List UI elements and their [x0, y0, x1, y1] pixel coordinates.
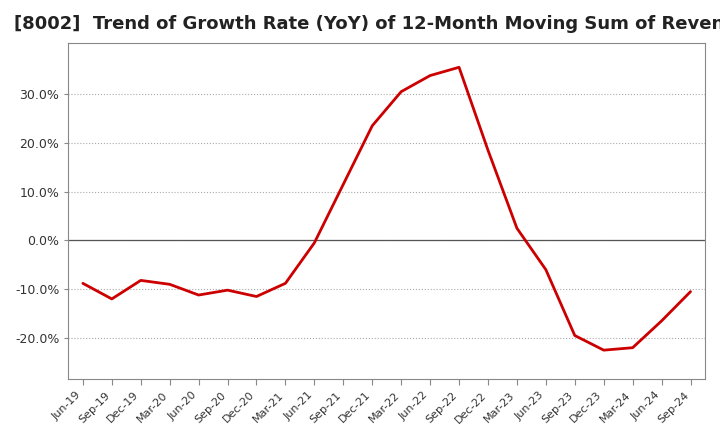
Title: [8002]  Trend of Growth Rate (YoY) of 12-Month Moving Sum of Revenues: [8002] Trend of Growth Rate (YoY) of 12-…	[14, 15, 720, 33]
